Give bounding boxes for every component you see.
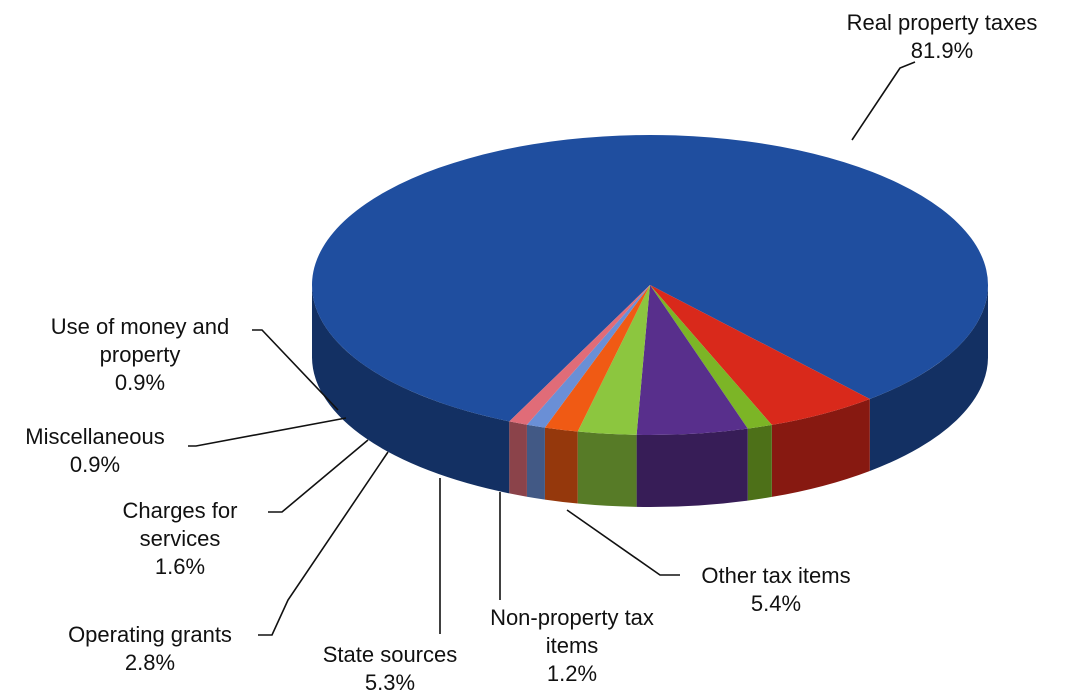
leader-charges-for-services [268, 439, 369, 513]
label-value-real-property-taxes: 81.9% [911, 38, 973, 63]
pie-sides [312, 285, 988, 507]
leader-use-of-money-and-property [252, 329, 339, 411]
label-value-other-tax-items: 5.4% [751, 591, 801, 616]
label-name-miscellaneous: Miscellaneous [25, 424, 164, 449]
slice-state-sources [636, 285, 748, 435]
slice-miscellaneous [526, 285, 650, 428]
slice-side-miscellaneous [526, 424, 545, 500]
label-value-charges-for-services: 1.6% [155, 554, 205, 579]
label-name-real-property-taxes: Real property taxes [847, 10, 1038, 35]
pie-tops [312, 135, 989, 435]
label-value-operating-grants: 2.8% [125, 650, 175, 675]
slice-real-property-taxes [312, 135, 989, 422]
slice-side-other-tax-items [771, 398, 870, 497]
label-name-non-property-tax-items: Non-property tax [490, 605, 654, 630]
label-name-charges-for-services: services [140, 526, 221, 551]
label-name-use-of-money-and-property: Use of money and [51, 314, 230, 339]
slice-side-real-property-taxes [869, 285, 988, 471]
label-name-charges-for-services: Charges for [123, 498, 238, 523]
label-name-non-property-tax-items: items [546, 633, 599, 658]
label-name-state-sources: State sources [323, 642, 458, 667]
leader-real-property-taxes [851, 61, 916, 141]
label-value-miscellaneous: 0.9% [70, 452, 120, 477]
slice-side-real-property-taxes [312, 285, 510, 494]
slice-side-operating-grants [577, 431, 637, 507]
slice-side-non-property-tax-items [747, 424, 772, 501]
leader-other-tax-items [566, 509, 680, 576]
label-value-non-property-tax-items: 1.2% [547, 661, 597, 686]
slice-other-tax-items [650, 285, 870, 425]
slice-side-state-sources [636, 428, 748, 507]
slice-side-use-of-money-and-property [509, 421, 527, 497]
label-name-use-of-money-and-property: property [100, 342, 181, 367]
label-value-state-sources: 5.3% [365, 670, 415, 695]
slice-charges-for-services [544, 285, 650, 432]
label-value-use-of-money-and-property: 0.9% [115, 370, 165, 395]
label-leaders [188, 61, 916, 636]
slice-side-charges-for-services [544, 427, 578, 504]
label-name-other-tax-items: Other tax items [701, 563, 850, 588]
slice-use-of-money-and-property [509, 285, 650, 425]
slice-non-property-tax-items [650, 285, 772, 429]
leader-operating-grants [258, 451, 389, 636]
label-name-operating-grants: Operating grants [68, 622, 232, 647]
leader-miscellaneous [188, 417, 347, 447]
slice-labels: Real property taxes 81.9% Other tax items 5… [25, 10, 1037, 695]
slice-operating-grants [577, 285, 650, 435]
